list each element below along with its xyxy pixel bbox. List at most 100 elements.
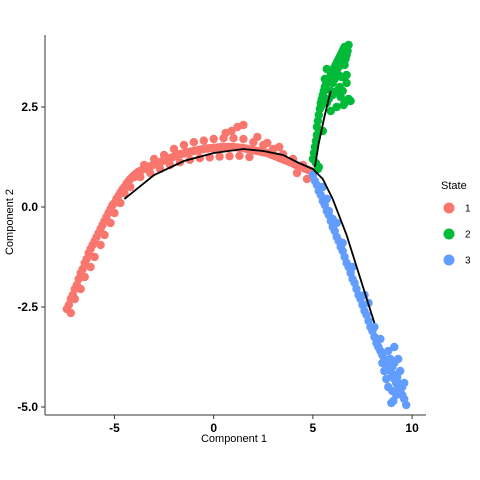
y-tick-label: -2.5 bbox=[17, 300, 38, 314]
data-point bbox=[76, 284, 85, 294]
x-tick-label: -5 bbox=[109, 421, 120, 435]
data-point bbox=[344, 40, 353, 50]
data-point bbox=[86, 262, 95, 272]
y-axis-title: Component 2 bbox=[4, 189, 16, 255]
data-point bbox=[384, 346, 393, 356]
x-tick-label: 0 bbox=[210, 421, 217, 435]
data-point bbox=[136, 172, 145, 182]
data-point bbox=[328, 214, 337, 224]
data-point bbox=[382, 374, 391, 384]
data-point bbox=[292, 168, 302, 178]
data-point bbox=[227, 126, 236, 136]
data-point bbox=[225, 152, 234, 161]
data-point bbox=[378, 358, 387, 368]
data-point bbox=[337, 72, 346, 82]
data-point bbox=[116, 198, 125, 208]
series-state-2 bbox=[308, 40, 355, 174]
data-point bbox=[110, 208, 119, 218]
data-point bbox=[402, 400, 411, 410]
data-point bbox=[229, 134, 238, 143]
data-point bbox=[179, 140, 189, 150]
data-point bbox=[342, 78, 351, 88]
data-point bbox=[316, 102, 325, 112]
data-point bbox=[328, 78, 337, 88]
data-point bbox=[146, 168, 155, 178]
y-axis-ticks: -5.0 -2.5 0.0 2.5 bbox=[17, 100, 45, 414]
data-point bbox=[90, 252, 99, 262]
y-tick-label: 2.5 bbox=[21, 100, 38, 114]
data-point bbox=[312, 130, 322, 140]
data-point bbox=[374, 342, 383, 352]
legend-key bbox=[443, 202, 455, 214]
x-axis-title: Component 1 bbox=[201, 433, 267, 445]
data-point bbox=[346, 96, 355, 106]
data-point bbox=[380, 366, 389, 376]
plot-area bbox=[62, 40, 411, 410]
data-point bbox=[390, 342, 399, 352]
data-point bbox=[332, 102, 341, 112]
data-point bbox=[189, 138, 198, 147]
legend-label: 1 bbox=[465, 204, 471, 215]
data-point bbox=[239, 120, 248, 130]
data-point bbox=[335, 82, 344, 92]
x-tick-label: 10 bbox=[405, 421, 419, 435]
data-point bbox=[239, 134, 248, 144]
axes: -5.0 -2.5 0.0 2.5 -5 0 5 10 Component 1 Compon… bbox=[4, 35, 426, 445]
data-point bbox=[70, 294, 80, 304]
trajectory-branch-line bbox=[314, 90, 332, 168]
legend-label: 3 bbox=[465, 256, 471, 267]
data-point bbox=[140, 160, 149, 170]
data-point bbox=[339, 100, 348, 110]
y-tick-label: 0.0 bbox=[21, 200, 38, 214]
data-point bbox=[340, 60, 349, 70]
data-point bbox=[376, 334, 385, 344]
legend-item-state-2: 2 bbox=[443, 228, 471, 241]
data-point bbox=[302, 174, 312, 184]
series-state-1 bbox=[62, 120, 318, 318]
data-point bbox=[394, 354, 403, 364]
data-point bbox=[393, 372, 402, 382]
x-axis-ticks: -5 0 5 10 bbox=[109, 415, 419, 435]
series-state-3 bbox=[308, 170, 411, 410]
legend-label: 2 bbox=[465, 230, 471, 241]
data-point bbox=[235, 151, 244, 160]
data-point bbox=[199, 136, 208, 145]
data-point bbox=[324, 206, 333, 216]
legend-title: State bbox=[441, 180, 467, 192]
data-point bbox=[326, 106, 335, 116]
data-point bbox=[169, 144, 179, 154]
data-point bbox=[106, 218, 115, 228]
legend-key bbox=[443, 254, 455, 266]
data-point bbox=[370, 322, 379, 332]
data-point bbox=[348, 262, 357, 272]
data-point bbox=[395, 388, 404, 398]
data-point bbox=[275, 142, 284, 152]
data-point bbox=[149, 154, 159, 164]
data-point bbox=[320, 74, 329, 84]
data-point bbox=[215, 152, 224, 161]
data-point bbox=[100, 230, 109, 240]
trajectory-line bbox=[123, 148, 376, 324]
data-point bbox=[126, 182, 135, 192]
data-point bbox=[263, 138, 272, 148]
legend-key bbox=[443, 228, 455, 240]
data-point bbox=[322, 64, 331, 74]
data-point bbox=[322, 194, 331, 204]
data-point bbox=[253, 132, 262, 142]
data-point bbox=[80, 272, 89, 282]
data-point bbox=[120, 188, 129, 198]
legend-item-state-3: 3 bbox=[443, 254, 471, 267]
data-point bbox=[130, 172, 139, 182]
y-tick-label: -5.0 bbox=[17, 400, 38, 414]
data-point bbox=[245, 152, 254, 162]
data-point bbox=[96, 240, 105, 250]
legend-item-state-1: 1 bbox=[443, 202, 471, 215]
x-tick-label: 5 bbox=[310, 421, 317, 435]
data-point bbox=[159, 150, 169, 160]
legend: State 1 2 3 bbox=[441, 180, 471, 267]
data-point bbox=[209, 134, 218, 144]
data-point bbox=[338, 238, 347, 248]
data-point bbox=[66, 308, 76, 318]
data-point bbox=[400, 378, 409, 388]
